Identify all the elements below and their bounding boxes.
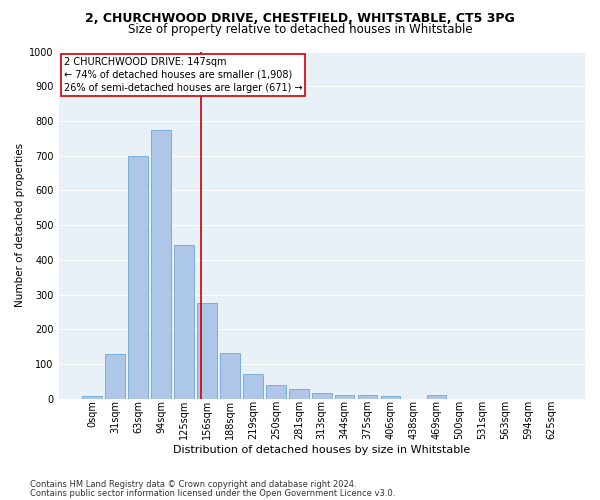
Bar	[197, 303, 217, 398]
Bar	[427, 395, 446, 398]
Bar	[335, 394, 355, 398]
Bar	[151, 130, 171, 398]
Bar	[106, 354, 125, 399]
X-axis label: Distribution of detached houses by size in Whitstable: Distribution of detached houses by size …	[173, 445, 470, 455]
Bar	[358, 395, 377, 398]
Bar	[381, 396, 400, 398]
Text: 2 CHURCHWOOD DRIVE: 147sqm
← 74% of detached houses are smaller (1,908)
26% of s: 2 CHURCHWOOD DRIVE: 147sqm ← 74% of deta…	[64, 56, 302, 93]
Bar	[266, 385, 286, 398]
Y-axis label: Number of detached properties: Number of detached properties	[15, 143, 25, 307]
Bar	[128, 156, 148, 398]
Bar	[174, 245, 194, 398]
Bar	[220, 352, 239, 399]
Bar	[312, 394, 332, 398]
Text: Contains public sector information licensed under the Open Government Licence v3: Contains public sector information licen…	[30, 488, 395, 498]
Bar	[82, 396, 102, 398]
Bar	[289, 390, 308, 398]
Text: 2, CHURCHWOOD DRIVE, CHESTFIELD, WHITSTABLE, CT5 3PG: 2, CHURCHWOOD DRIVE, CHESTFIELD, WHITSTA…	[85, 12, 515, 26]
Bar	[243, 374, 263, 398]
Text: Contains HM Land Registry data © Crown copyright and database right 2024.: Contains HM Land Registry data © Crown c…	[30, 480, 356, 489]
Text: Size of property relative to detached houses in Whitstable: Size of property relative to detached ho…	[128, 22, 472, 36]
